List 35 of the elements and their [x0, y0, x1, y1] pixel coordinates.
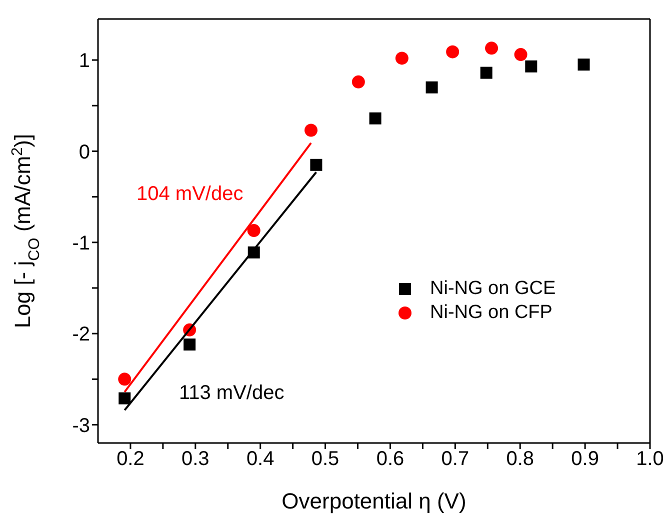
point	[525, 60, 538, 72]
point	[426, 81, 438, 94]
annotation: 104 mV/dec	[136, 182, 244, 205]
x-tick-label: 0.8	[506, 448, 534, 470]
x-tick-label: 0.2	[116, 448, 144, 470]
annotation: 113 mV/dec	[178, 382, 284, 404]
point	[446, 45, 460, 58]
point	[118, 392, 131, 404]
legend-label: Ni-NG on CFP	[430, 302, 552, 324]
x-tick-label: 0.3	[182, 448, 210, 470]
y-tick-label: -1	[72, 232, 90, 254]
point	[395, 52, 408, 65]
y-tick-label: -3	[72, 414, 90, 437]
y-tick-label: -2	[72, 324, 90, 346]
y-tick-label: 1	[78, 50, 90, 72]
point	[514, 48, 528, 62]
x-tick-label: 0.5	[311, 448, 340, 470]
text: 1.0	[636, 448, 664, 470]
point	[304, 124, 318, 137]
point	[118, 372, 132, 386]
x-tick-label: 0.6	[376, 448, 404, 470]
point	[480, 66, 492, 79]
x-tick-label: 0.7	[441, 448, 470, 470]
y-tick-label: 0	[78, 141, 90, 164]
x-axis-title: Overpotential η (V)	[282, 488, 466, 514]
legend-label: Ni-NG on GCE	[430, 278, 556, 300]
point	[578, 58, 590, 71]
point	[369, 112, 382, 124]
point	[310, 158, 322, 171]
point	[352, 75, 365, 88]
point	[184, 338, 196, 351]
x-tick-label: 0.9	[571, 448, 599, 470]
point	[485, 42, 498, 55]
point	[247, 224, 260, 238]
x-tick-label: 0.4	[246, 448, 274, 470]
